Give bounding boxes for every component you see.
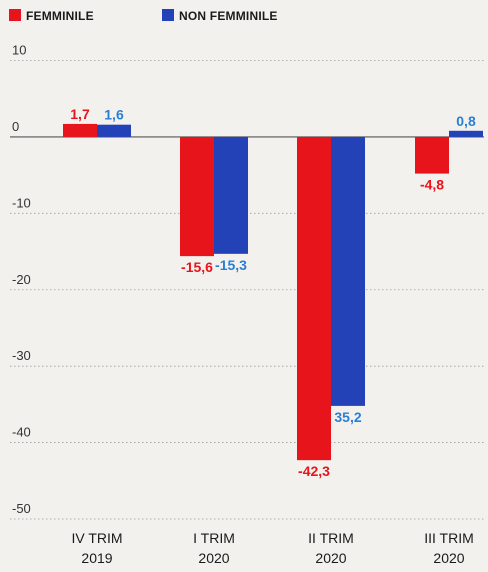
y-tick-label: -10 — [12, 195, 31, 210]
x-tick-label-line: IV TRIM — [71, 530, 122, 546]
y-tick-label: -30 — [12, 348, 31, 363]
y-tick-label: 0 — [12, 119, 19, 134]
bar — [449, 130, 483, 137]
legend: FEMMINILE NON FEMMINILE — [9, 9, 278, 23]
data-label: -15,3 — [215, 257, 247, 273]
bar — [297, 136, 331, 461]
x-tick-label-line: II TRIM — [308, 530, 354, 546]
legend-swatch — [9, 9, 21, 21]
x-tick-label: IV TRIM 2019 — [71, 530, 122, 566]
x-tick-label-line: 2020 — [315, 550, 346, 566]
legend-swatch — [162, 9, 174, 21]
data-label: -4,8 — [420, 177, 444, 193]
data-label: 1,7 — [70, 106, 90, 122]
x-tick-label-line: 2020 — [198, 550, 229, 566]
bar — [63, 123, 97, 137]
y-tick-label: -40 — [12, 425, 31, 440]
x-tick-label: II TRIM 2020 — [308, 530, 354, 566]
x-tick-label-line: 2020 — [433, 550, 464, 566]
y-axis: 10 0 -10 -20 -30 -40 -50 — [12, 43, 31, 517]
y-tick-label: 10 — [12, 43, 26, 58]
data-label: 1,6 — [104, 107, 124, 123]
legend-label: NON FEMMINILE — [179, 9, 278, 23]
data-label: -15,6 — [181, 259, 213, 275]
x-tick-label: I TRIM 2020 — [193, 530, 235, 566]
y-tick-label: -50 — [12, 501, 31, 516]
legend-label: FEMMINILE — [26, 9, 94, 23]
data-label: 0,8 — [456, 113, 476, 129]
legend-item: NON FEMMINILE — [162, 9, 278, 23]
x-tick-label: III TRIM 2020 — [424, 530, 474, 566]
y-tick-label: -20 — [12, 272, 31, 287]
bar — [97, 124, 131, 137]
x-tick-label-line: I TRIM — [193, 530, 235, 546]
data-labels: 1,7 -15,6 -42,3 -4,8 1,6 -15,3 35,2 0,8 — [70, 106, 476, 479]
bar — [331, 136, 365, 406]
bar — [180, 136, 214, 257]
x-tick-label-line: 2019 — [81, 550, 112, 566]
data-label: -42,3 — [298, 463, 330, 479]
bars — [63, 123, 483, 461]
x-tick-label-line: III TRIM — [424, 530, 474, 546]
data-label: 35,2 — [334, 409, 361, 425]
bar — [214, 136, 248, 254]
legend-item: FEMMINILE — [9, 9, 94, 23]
bar — [415, 136, 449, 174]
